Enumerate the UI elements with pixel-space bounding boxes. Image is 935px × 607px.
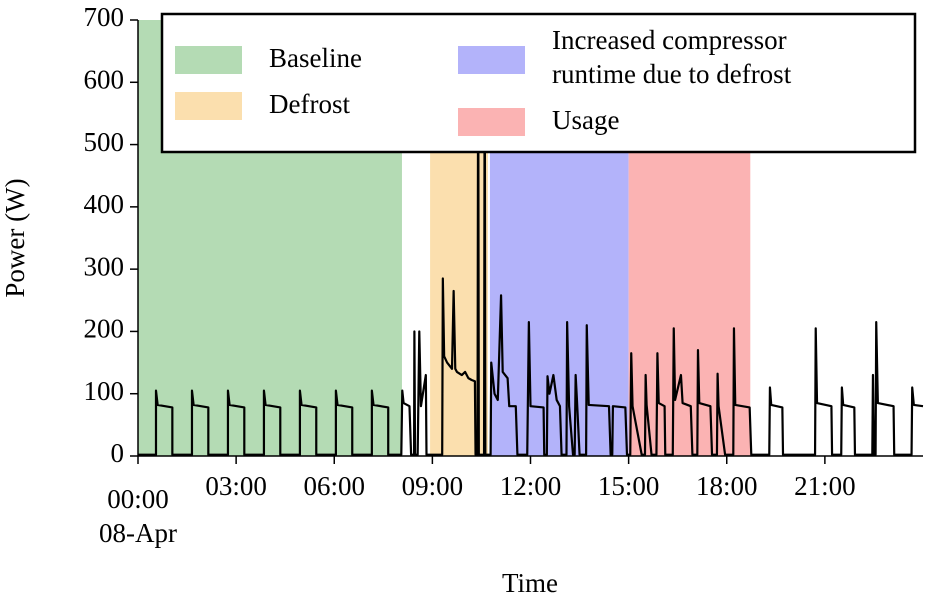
plot: 0 100 200 300 400 500 600 700 00:00 08-Apr 03:00 06…	[84, 2, 924, 548]
legend-label: Defrost	[269, 89, 350, 119]
y-tick-label: 0	[111, 438, 125, 468]
legend-label: Baseline	[269, 43, 362, 73]
legend-box	[160, 12, 917, 154]
x-tick-label: 09:00	[402, 471, 464, 501]
y-tick-label: 100	[84, 376, 125, 406]
x-tick-label: 21:00	[794, 471, 856, 501]
x-tick-label: 18:00	[696, 471, 758, 501]
x-tick-label: 15:00	[598, 471, 660, 501]
x-tick-label: 00:00 08-Apr	[99, 484, 177, 548]
legend-label: Usage	[552, 105, 619, 135]
legend-swatch	[175, 46, 242, 74]
y-tick-label: 500	[84, 127, 125, 157]
legend-label: Increased compressor runtime due to defro…	[552, 25, 792, 89]
legend-swatch	[175, 92, 242, 120]
x-tick-label: 03:00	[205, 471, 267, 501]
x-axis-label: Time	[502, 568, 558, 598]
power-line	[138, 18, 924, 456]
y-tick-label: 200	[84, 314, 125, 344]
legend: Baseline Defrost Increased compressor runti…	[160, 12, 917, 154]
x-tick-label: 12:00	[500, 471, 562, 501]
y-axis-label: Power (W)	[0, 178, 30, 297]
y-tick-label: 700	[84, 2, 125, 32]
legend-swatch	[458, 46, 525, 74]
y-tick-label: 400	[84, 189, 125, 219]
x-tick-label: 06:00	[303, 471, 365, 501]
y-tick-label: 600	[84, 64, 125, 94]
y-tick-label: 300	[84, 251, 125, 281]
legend-swatch	[458, 108, 525, 136]
